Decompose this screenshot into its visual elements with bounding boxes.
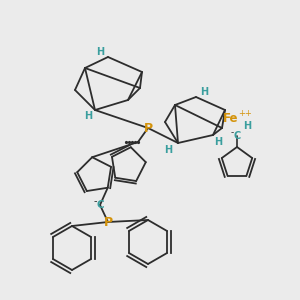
Text: C: C (233, 131, 241, 141)
Text: ++: ++ (238, 110, 252, 118)
Text: -: - (230, 128, 234, 137)
Text: H: H (200, 87, 208, 97)
Text: H: H (164, 145, 172, 155)
Text: C: C (96, 200, 104, 210)
Text: -: - (93, 196, 97, 206)
Text: H: H (214, 137, 222, 147)
Text: H: H (84, 111, 92, 121)
Text: H: H (96, 47, 104, 57)
Text: H: H (243, 121, 251, 131)
Text: P: P (143, 122, 153, 134)
Text: Fe: Fe (223, 112, 239, 124)
Text: P: P (103, 215, 112, 229)
